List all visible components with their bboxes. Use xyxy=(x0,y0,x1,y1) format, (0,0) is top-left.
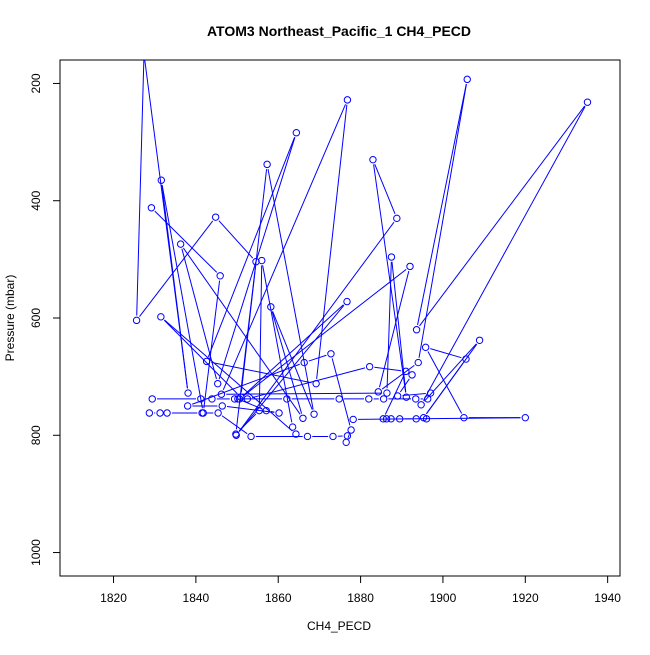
y-tick-label: 1000 xyxy=(29,539,43,566)
x-tick-label: 1940 xyxy=(594,591,621,605)
y-axis-label: Pressure (mbar) xyxy=(3,275,17,362)
x-tick-label: 1880 xyxy=(347,591,374,605)
y-tick-label: 800 xyxy=(29,425,43,445)
y-tick-label: 200 xyxy=(29,73,43,93)
chart-title: ATOM3 Northeast_Pacific_1 CH4_PECD xyxy=(207,23,471,39)
x-tick-label: 1860 xyxy=(265,591,292,605)
x-tick-label: 1840 xyxy=(183,591,210,605)
x-tick-label: 1920 xyxy=(512,591,539,605)
y-tick-label: 600 xyxy=(29,308,43,328)
x-tick-label: 1900 xyxy=(430,591,457,605)
x-tick-label: 1820 xyxy=(100,591,127,605)
y-tick-label: 400 xyxy=(29,190,43,210)
x-axis-label: CH4_PECD xyxy=(307,619,371,633)
series-segment xyxy=(271,412,274,413)
